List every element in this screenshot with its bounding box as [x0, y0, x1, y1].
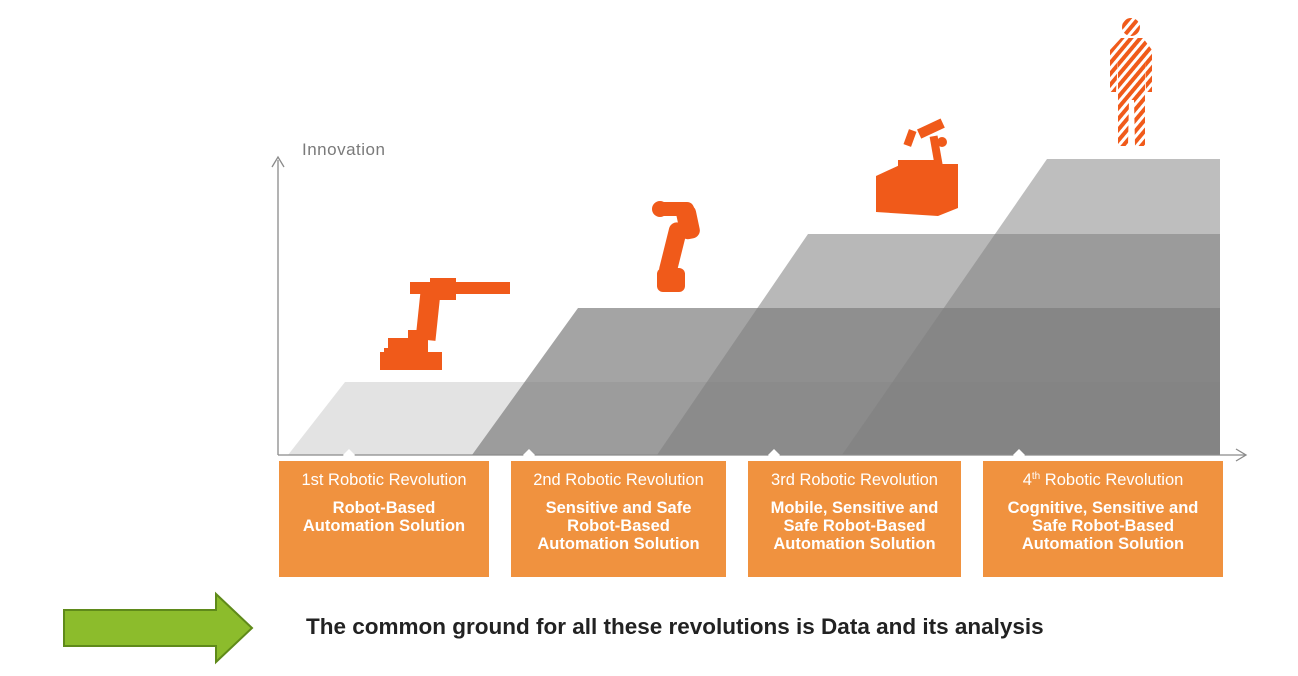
right-arrow-icon: [63, 591, 254, 665]
revolution-description: Cognitive, Sensitive and Safe Robot-Base…: [1007, 499, 1199, 553]
revolution-description: Sensitive and Safe Robot-Based Automatio…: [537, 499, 700, 553]
revolution-description: Mobile, Sensitive and Safe Robot-Based A…: [770, 499, 939, 553]
y-axis: [271, 155, 285, 455]
mobile-robot-icon: [876, 118, 958, 216]
revolution-title: 3rd Robotic Revolution: [771, 471, 938, 489]
x-axis: [278, 448, 1248, 462]
revolution-title: 1st Robotic Revolution: [301, 471, 467, 489]
revolution-description: Robot-Based Automation Solution: [302, 499, 466, 535]
revolution-title: 2nd Robotic Revolution: [533, 471, 704, 489]
industrial-robot-arm-icon: [380, 278, 510, 370]
revolution-box-4: 4th Robotic Revolution Cognitive, Sensit…: [983, 461, 1223, 577]
y-axis-label: Innovation: [302, 140, 386, 159]
marker-4: [1013, 449, 1025, 461]
step-4: [842, 159, 1220, 455]
conclusion-text: The common ground for all these revoluti…: [306, 614, 1044, 639]
timeline-markers: [343, 449, 1025, 461]
marker-3: [768, 449, 780, 461]
revolution-title: 4th Robotic Revolution: [1022, 471, 1184, 489]
revolution-box-3: 3rd Robotic Revolution Mobile, Sensitive…: [748, 461, 961, 577]
collaborative-robot-arm-icon: [652, 201, 700, 292]
revolution-box-2: 2nd Robotic Revolution Sensitive and Saf…: [511, 461, 726, 577]
marker-1: [343, 449, 355, 461]
human-figure-icon: [1110, 18, 1152, 146]
revolution-box-1: 1st Robotic Revolution Robot-Based Autom…: [279, 461, 489, 577]
marker-2: [523, 449, 535, 461]
